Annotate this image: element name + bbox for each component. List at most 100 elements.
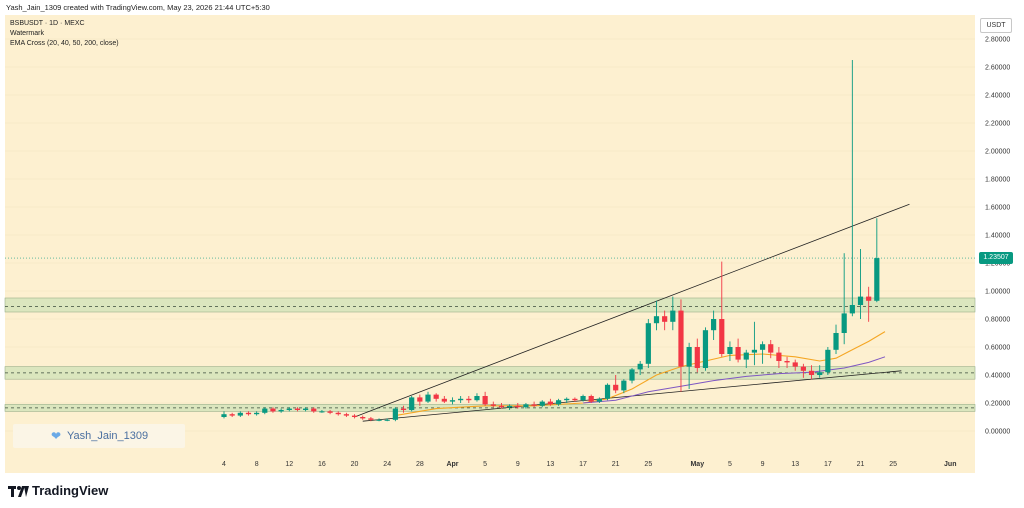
candle-body (735, 347, 741, 360)
candle-body (776, 352, 782, 361)
candle-body (523, 404, 529, 408)
price-axis[interactable] (975, 15, 1024, 473)
candle-body (866, 296, 872, 301)
y-tick-label: 2.80000 (985, 37, 1010, 44)
chart-caption: Yash_Jain_1309 created with TradingView.… (6, 3, 270, 12)
candle-body (711, 319, 717, 331)
x-tick-label: 21 (857, 461, 865, 468)
x-tick-label: Jun (944, 461, 956, 468)
candle-body (458, 398, 464, 401)
support-zone (4, 297, 976, 313)
candles (221, 60, 880, 422)
x-tick-label: 24 (383, 461, 391, 468)
last-price-badge: 1.23507 (979, 252, 1013, 264)
candle-body (629, 369, 635, 381)
candle-body (670, 310, 676, 322)
candle-body (294, 408, 301, 410)
x-tick-label: May (690, 461, 704, 468)
x-tick-label: Apr (446, 461, 458, 468)
chart-legend: BSBUSDT · 1D · MEXC Watermark EMA Cross … (10, 19, 119, 49)
grid (5, 38, 975, 432)
candle-body (335, 412, 341, 415)
y-tick-label: 0.20000 (985, 401, 1010, 408)
x-tick-label: 17 (824, 461, 832, 468)
candle-body (441, 398, 447, 402)
x-tick-label: 12 (285, 461, 293, 468)
candle-body (539, 401, 545, 406)
candle-body (417, 397, 423, 402)
y-tick-label: 1.60000 (985, 205, 1010, 212)
y-tick-label: 0.80000 (985, 317, 1010, 324)
candle-body (555, 400, 562, 405)
y-tick-label: 0.40000 (985, 373, 1010, 380)
candle-body (221, 414, 227, 417)
plot-area[interactable] (5, 15, 975, 473)
candle-body (384, 419, 390, 421)
x-tick-label: 16 (318, 461, 326, 468)
candle-body (262, 408, 268, 413)
y-tick-label: 1.20000 (985, 261, 1010, 268)
candle-body (270, 408, 276, 412)
candle-body (694, 347, 700, 368)
x-tick-labels: 4 8 12 16 20 24 28 Apr 5 9 13 17 21 25 May 5 9 13 17 21 25 Ju… (222, 461, 956, 468)
candle-body (702, 330, 709, 368)
x-tick-label: 13 (547, 461, 555, 468)
candle-body (817, 372, 823, 375)
legend-watermark[interactable]: Watermark (10, 30, 44, 37)
candle-body (531, 404, 537, 406)
trendline-upper (354, 203, 910, 418)
candle-body (515, 405, 521, 408)
y-tick-label: 1.80000 (985, 177, 1010, 184)
candle-body (604, 384, 611, 399)
currency-button[interactable]: USDT (980, 18, 1012, 33)
y-tick-label: 2.00000 (985, 149, 1010, 156)
candle-body (751, 349, 758, 353)
candle-body (498, 405, 505, 408)
x-tick-label: 13 (791, 461, 799, 468)
y-tick-label: 2.40000 (985, 93, 1010, 100)
candle-body (278, 410, 284, 412)
candle-body (613, 384, 619, 391)
candle-body (784, 361, 790, 363)
candle-body (849, 305, 855, 314)
candle-body (303, 408, 309, 410)
candle-body (360, 417, 366, 419)
x-tick-label: 8 (255, 461, 259, 468)
x-tick-label: 21 (612, 461, 620, 468)
candle-body (580, 396, 586, 401)
candle-body (351, 415, 358, 417)
candle-body (327, 411, 333, 413)
candle-body (662, 316, 668, 322)
candle-body (874, 258, 880, 301)
x-tick-label: 25 (889, 461, 897, 468)
candle-body (254, 412, 260, 415)
candle-body (645, 323, 651, 364)
candle-body (621, 380, 627, 391)
x-tick-label: 9 (761, 461, 765, 468)
candle-body (482, 396, 488, 405)
candle-body (857, 296, 864, 305)
candle-body (833, 333, 839, 350)
candle-body (245, 412, 252, 415)
candle-body (343, 414, 350, 416)
candle-body (425, 394, 431, 402)
candle-body (507, 405, 513, 408)
candle-body (596, 398, 602, 402)
candle-body (800, 366, 806, 371)
candle-body (808, 370, 815, 375)
candle-body (449, 400, 456, 402)
candle-body (409, 397, 415, 410)
legend-indicator[interactable]: EMA Cross (20, 40, 50, 200, close) (10, 40, 119, 47)
x-tick-label: 25 (644, 461, 652, 468)
candle-body (376, 419, 382, 421)
brand-name: TradingView (32, 483, 109, 498)
legend-symbol[interactable]: BSBUSDT · 1D · MEXC (10, 20, 85, 27)
x-tick-label: 9 (516, 461, 520, 468)
candle-body (678, 310, 684, 367)
candle-body (474, 396, 480, 401)
candle-body (637, 363, 643, 370)
candle-body (759, 344, 766, 350)
x-tick-label: 5 (728, 461, 732, 468)
y-tick-label: 2.20000 (985, 121, 1010, 128)
